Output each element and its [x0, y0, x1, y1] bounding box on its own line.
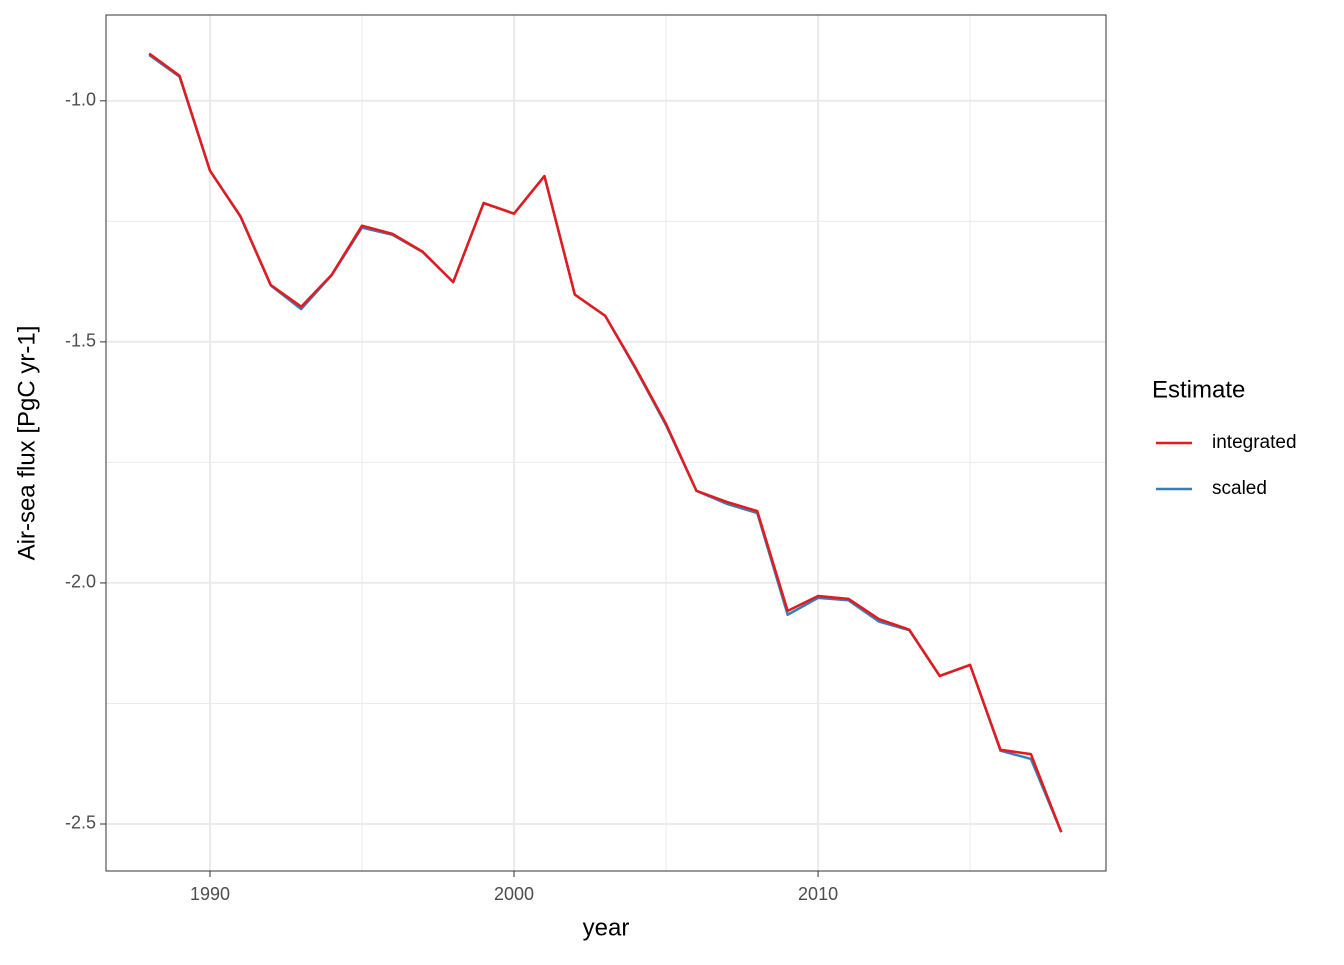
y-tick-label: -1.5	[65, 331, 96, 351]
legend-title: Estimate	[1152, 376, 1245, 403]
x-axis-title: year	[583, 914, 630, 941]
panel-border	[105, 14, 1107, 872]
x-tick-label: 2000	[494, 884, 534, 904]
data-line	[148, 52, 1063, 833]
x-tick-label: 2010	[798, 884, 838, 904]
y-tick-label: -2.5	[65, 813, 96, 833]
x-tick-label: 1990	[190, 884, 230, 904]
legend-label: scaled	[1212, 478, 1267, 499]
y-axis-title: Air-sea flux [PgC yr-1]	[13, 326, 40, 561]
legend-label: integrated	[1212, 432, 1297, 453]
y-tick-label: -1.0	[65, 90, 96, 110]
y-tick-label: -2.0	[65, 572, 96, 592]
